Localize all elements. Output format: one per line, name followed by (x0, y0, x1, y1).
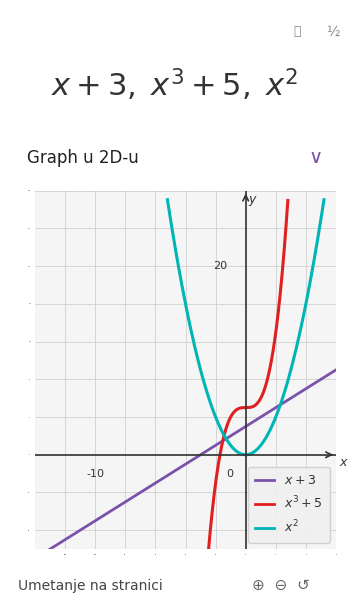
Text: ∨: ∨ (309, 148, 323, 168)
Text: ⊕  ⊖  ↺: ⊕ ⊖ ↺ (252, 578, 310, 593)
Text: 0: 0 (227, 469, 234, 479)
Text: -10: -10 (86, 469, 104, 479)
Legend: $x + 3$, $x^3 + 5$, $x^2$: $x + 3$, $x^3 + 5$, $x^2$ (247, 467, 330, 543)
Text: Umetanje na stranici: Umetanje na stranici (18, 578, 162, 593)
Text: x: x (339, 456, 346, 469)
Text: ½: ½ (326, 24, 340, 39)
Text: Graph u 2D-u: Graph u 2D-u (27, 149, 139, 167)
Text: y: y (248, 194, 255, 206)
Text: $x + 3,\; x^3 + 5,\; x^2$: $x + 3,\; x^3 + 5,\; x^2$ (51, 66, 299, 103)
Text: 20: 20 (214, 261, 228, 271)
Text: 🔊: 🔊 (294, 24, 301, 38)
